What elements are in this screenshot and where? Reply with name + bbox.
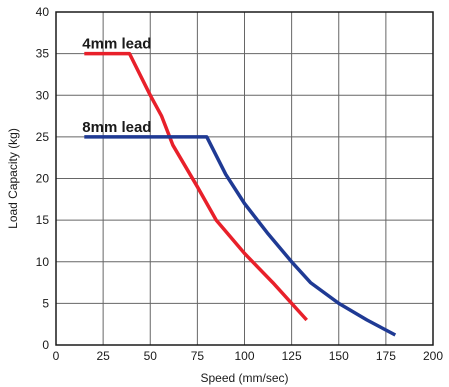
series-line-8mm-lead <box>84 135 397 337</box>
y-tick-label: 15 <box>36 213 50 227</box>
x-axis-ticks: 0 25 50 75 100 125 150 175 200 <box>53 349 444 363</box>
x-tick-label: 50 <box>144 349 158 363</box>
plot-frame <box>55 11 434 346</box>
y-tick-label: 35 <box>36 47 50 61</box>
grid-lines <box>56 12 433 345</box>
y-tick-label: 40 <box>36 5 50 19</box>
series-label-4mm-lead: 4mm lead <box>82 36 151 53</box>
y-tick-label: 10 <box>36 255 50 269</box>
x-tick-label: 200 <box>423 349 443 363</box>
x-tick-label: 175 <box>376 349 396 363</box>
y-tick-label: 20 <box>36 172 50 186</box>
x-tick-label: 25 <box>96 349 110 363</box>
y-tick-label: 30 <box>36 88 50 102</box>
x-tick-label: 100 <box>234 349 254 363</box>
series-lines <box>84 51 397 337</box>
x-axis-label: Speed (mm/sec) <box>200 371 288 385</box>
series-line-4mm-lead <box>84 51 308 322</box>
y-axis-ticks: 0 5 10 15 20 25 30 35 40 <box>36 5 50 352</box>
x-tick-label: 125 <box>282 349 302 363</box>
y-axis-label: Load Capacity (kg) <box>6 128 20 229</box>
x-tick-label: 75 <box>191 349 205 363</box>
y-tick-label: 5 <box>42 296 49 310</box>
x-tick-label: 150 <box>329 349 349 363</box>
y-tick-label: 25 <box>36 130 50 144</box>
y-tick-label: 0 <box>42 338 49 352</box>
series-label-8mm-lead: 8mm lead <box>82 119 151 136</box>
x-tick-label: 0 <box>53 349 60 363</box>
